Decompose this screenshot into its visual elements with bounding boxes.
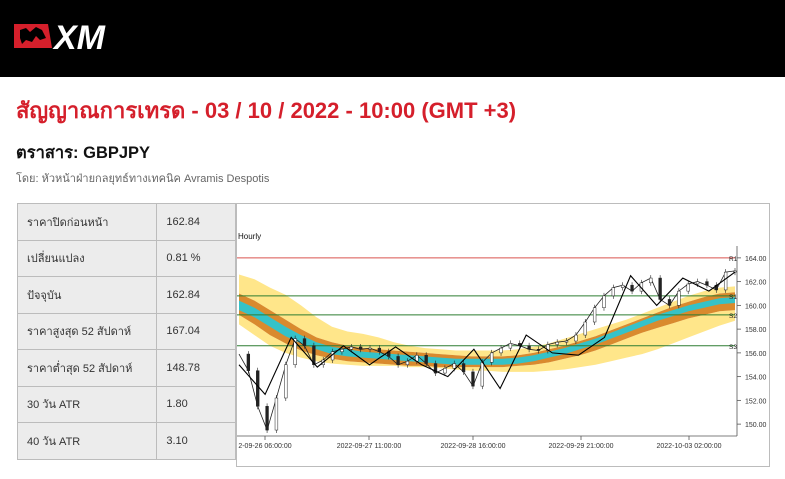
stat-value: 0.81 % — [156, 239, 236, 277]
instrument-label: ตราสาร: GBPJPY — [16, 144, 151, 162]
candle-body — [424, 355, 428, 364]
table-row: 30 วัน ATR 1.80 — [16, 385, 236, 423]
y-tick-label: 152.00 — [745, 398, 767, 405]
y-tick-label: 162.00 — [745, 280, 767, 287]
stat-label: เปลี่ยนแปลง — [16, 239, 158, 277]
y-tick-label: 150.00 — [745, 422, 767, 429]
candle-body — [592, 307, 597, 323]
x-tick-label: 2-09-26 06:00:00 — [238, 443, 291, 450]
level-label-s3: S3 — [729, 344, 737, 351]
candle-body — [443, 368, 447, 374]
outer-band-lower — [239, 310, 735, 372]
price-chart-panel: Hourly R1 S1 S2 S3 150.00 152.00 154.00 156.00… — [236, 203, 770, 467]
stat-label: ราคาปิดก่อนหน้า — [16, 203, 158, 241]
candle-body — [368, 347, 372, 350]
candle-body — [649, 277, 653, 284]
price-chart: Hourly R1 S1 S2 S3 150.00 152.00 154.00 156.00… — [237, 232, 767, 450]
candle-body — [480, 362, 484, 387]
candle-body — [312, 345, 316, 365]
candle-body — [405, 360, 410, 365]
candle-body — [695, 281, 700, 285]
level-label-s1: S1 — [729, 294, 737, 301]
candle-body — [265, 406, 269, 431]
level-label-r1: R1 — [729, 256, 738, 263]
candle-body — [256, 370, 260, 407]
stats-table: ราคาปิดก่อนหน้า 162.84 เปลี่ยนแปลง 0.81 % … — [16, 203, 236, 460]
y-tick-label: 158.00 — [745, 327, 767, 334]
candle-body — [471, 371, 475, 387]
y-tick-label: 164.00 — [745, 256, 767, 263]
x-tick-label: 2022-09-29 21:00:00 — [549, 443, 614, 450]
table-row: ราคาต่ำสุด 52 สัปดาห์ 148.78 — [16, 349, 236, 387]
candle-body — [302, 338, 307, 346]
candle-body — [293, 338, 297, 365]
y-tick-label: 160.00 — [745, 303, 767, 310]
candle-body — [349, 346, 353, 350]
candle-body — [705, 281, 709, 286]
candle-body — [658, 277, 662, 300]
stat-label: ปัจจุบัน — [16, 276, 158, 314]
chart-title: Hourly — [238, 232, 261, 241]
candle-body — [499, 347, 503, 354]
svg-text:XM: XM — [52, 19, 106, 54]
stat-label: ราคาต่ำสุด 52 สัปดาห์ — [16, 349, 158, 387]
x-tick-label: 2022-10-03 02:00:00 — [657, 443, 722, 450]
candle-body — [686, 283, 690, 292]
x-tick-label: 2022-09-28 16:00:00 — [441, 443, 506, 450]
candle-body — [452, 363, 456, 369]
outer-band-upper — [239, 274, 735, 357]
header-bar: XM — [0, 0, 785, 77]
candle-body — [733, 270, 737, 273]
candle-body — [602, 295, 606, 308]
stat-label: ราคาสูงสุด 52 สัปดาห์ — [16, 312, 158, 350]
candle-body — [359, 346, 363, 350]
candle-body — [621, 284, 625, 288]
candle-body — [667, 299, 672, 306]
stat-value: 167.04 — [156, 312, 236, 350]
candle-body — [433, 363, 438, 374]
candle-body — [630, 284, 634, 292]
stat-value: 1.80 — [156, 385, 236, 423]
stat-value: 148.78 — [156, 349, 236, 387]
candle-body — [340, 349, 344, 352]
candle-body — [246, 353, 251, 371]
candle-body — [583, 321, 587, 336]
author-byline: โดย: หัวหน้าฝ่ายกลยุทธ์ทางเทคนิค Avramis… — [16, 173, 270, 185]
y-tick-label: 154.00 — [745, 375, 767, 382]
zigzag-line — [238, 271, 736, 396]
table-row: เปลี่ยนแปลง 0.81 % — [16, 239, 236, 277]
candle-body — [611, 287, 615, 297]
stat-value: 162.84 — [156, 276, 236, 314]
candle-body — [461, 363, 466, 373]
page-title: สัญญาณการเทรด - 03 / 10 / 2022 - 10:00 (… — [16, 98, 517, 123]
table-row: ราคาปิดก่อนหน้า 162.84 — [16, 203, 236, 241]
candle-body — [508, 343, 513, 349]
stat-label: 40 วัน ATR — [16, 422, 158, 460]
candle-body — [377, 347, 382, 352]
candle-body — [396, 356, 400, 365]
candle-body — [555, 341, 559, 345]
candle-body — [536, 349, 541, 351]
x-tick-label: 2022-09-27 11:00:00 — [337, 443, 402, 450]
y-tick-label: 156.00 — [745, 351, 767, 358]
xm-logo[interactable]: XM — [12, 18, 136, 54]
stat-value: 162.84 — [156, 203, 236, 241]
table-row: ราคาสูงสุด 52 สัปดาห์ 167.04 — [16, 312, 236, 350]
candle-body — [564, 340, 569, 343]
candle-body — [677, 290, 681, 306]
candle-body — [527, 345, 531, 350]
candle-body — [490, 352, 494, 363]
candle-body — [284, 364, 288, 399]
stat-label: 30 วัน ATR — [16, 385, 158, 423]
table-row: 40 วัน ATR 3.10 — [16, 422, 236, 460]
candle-body — [274, 397, 279, 431]
mid-band — [239, 292, 735, 368]
table-row: ปัจจุบัน 162.84 — [16, 276, 236, 314]
candle-body — [723, 271, 728, 291]
candle-body — [574, 334, 578, 342]
stat-value: 3.10 — [156, 422, 236, 460]
level-label-s2: S2 — [729, 313, 737, 320]
